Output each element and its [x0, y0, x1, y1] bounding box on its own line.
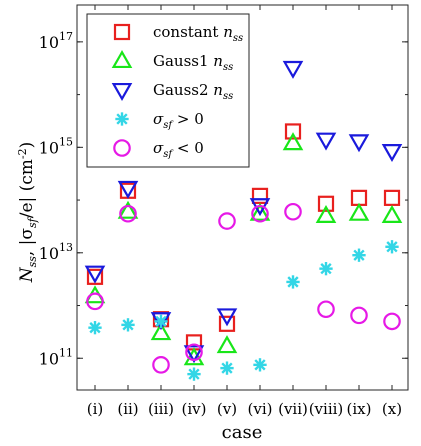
data-point-circle — [350, 306, 368, 325]
legend-entry: σsf < 0 — [113, 139, 204, 160]
x-tick-label: (ii) — [117, 400, 138, 418]
data-point-asterisk — [121, 318, 135, 332]
x-axis-label: case — [222, 422, 263, 443]
data-point-triangle-up — [315, 204, 337, 223]
data-point-triangle-down — [282, 60, 304, 79]
data-point-circle — [383, 312, 401, 331]
y-tick-label: 1015 — [39, 135, 73, 157]
data-point-triangle-down — [84, 265, 106, 284]
legend-label: Gauss1 nss — [153, 52, 233, 73]
data-point-asterisk — [253, 358, 267, 372]
data-point-triangle-down — [315, 132, 337, 151]
legend-marker-triangle-up — [111, 50, 133, 69]
data-point-triangle-up — [282, 132, 304, 151]
data-point-asterisk — [286, 275, 300, 289]
data-point-square — [317, 195, 335, 212]
legend-marker-triangle-down — [111, 82, 133, 101]
x-tick-label: (viii) — [309, 400, 344, 418]
data-point-triangle-up — [381, 204, 403, 223]
legend-entry: Gauss1 nss — [111, 50, 233, 73]
data-point-square — [284, 123, 302, 140]
data-point-circle — [152, 356, 170, 374]
x-tick-label: (ix) — [347, 400, 372, 418]
series-0 — [86, 123, 401, 351]
y-axis-label: Nss, |σsf/e| (cm-2) — [16, 142, 39, 284]
data-point-triangle-up — [150, 322, 172, 341]
data-point-triangle-down — [183, 345, 205, 364]
legend-label: σsf < 0 — [153, 139, 204, 160]
x-tick-label: (i) — [87, 400, 104, 418]
data-point-triangle-down — [117, 180, 139, 199]
data-point-asterisk — [187, 367, 201, 381]
data-point-triangle-up — [348, 202, 370, 221]
data-point-circle — [185, 343, 203, 362]
data-point-triangle-down — [348, 134, 370, 153]
data-point-circle — [119, 204, 137, 223]
data-point-asterisk — [319, 262, 333, 276]
data-point-triangle-up — [117, 200, 139, 219]
legend-marker-circle — [113, 139, 131, 157]
data-point-square — [218, 315, 236, 332]
y-tick-label: 1017 — [39, 30, 73, 52]
legend-marker-square — [113, 23, 131, 41]
data-point-square — [86, 268, 104, 285]
legend-entry: Gauss2 nss — [111, 81, 233, 102]
axes: 1011 1013 1015 1017 (i) (ii) (iii) (iv) (v) (vi) (… — [39, 5, 408, 418]
data-point-circle — [218, 212, 236, 230]
data-point-circle — [251, 204, 269, 223]
y-tick-label: 1011 — [39, 346, 73, 368]
data-point-circle — [317, 300, 335, 319]
legend-label: constant nss — [153, 23, 243, 44]
data-point-asterisk — [220, 361, 234, 375]
data-point-asterisk — [154, 314, 168, 329]
legend-entry: σsf > 0 — [115, 110, 204, 131]
data-point-circle — [86, 292, 104, 311]
x-tick-label: (iv) — [182, 400, 207, 418]
x-tick-label: (iii) — [148, 400, 174, 418]
series-4 — [86, 202, 401, 374]
data-point-triangle-down — [216, 308, 238, 327]
legend-entry: constant nss — [113, 23, 243, 44]
data-point-asterisk — [352, 248, 366, 262]
x-tick-label: (v) — [217, 400, 237, 418]
data-point-triangle-down — [381, 143, 403, 163]
y-tick-label: 1013 — [39, 241, 73, 263]
legend-label: Gauss2 nss — [153, 81, 233, 102]
data-marks — [84, 60, 403, 381]
legend-label: σsf > 0 — [153, 110, 204, 131]
data-point-triangle-up — [183, 347, 205, 366]
x-tick-label: (x) — [382, 400, 402, 418]
data-point-triangle-up — [249, 202, 271, 221]
x-tick-label: (vi) — [248, 400, 273, 418]
series-1 — [84, 132, 403, 366]
data-point-asterisk — [88, 321, 102, 335]
series-3 — [88, 240, 399, 381]
legend: constant nss Gauss1 nss Gauss2 nss σsf > 0 σ… — [86, 13, 250, 168]
legend-marker-asterisk — [115, 112, 129, 126]
data-point-square — [383, 189, 401, 206]
data-point-circle — [284, 202, 302, 221]
data-point-triangle-up — [216, 335, 238, 354]
x-tick-label: (vii) — [278, 400, 308, 418]
data-point-asterisk — [385, 240, 399, 254]
